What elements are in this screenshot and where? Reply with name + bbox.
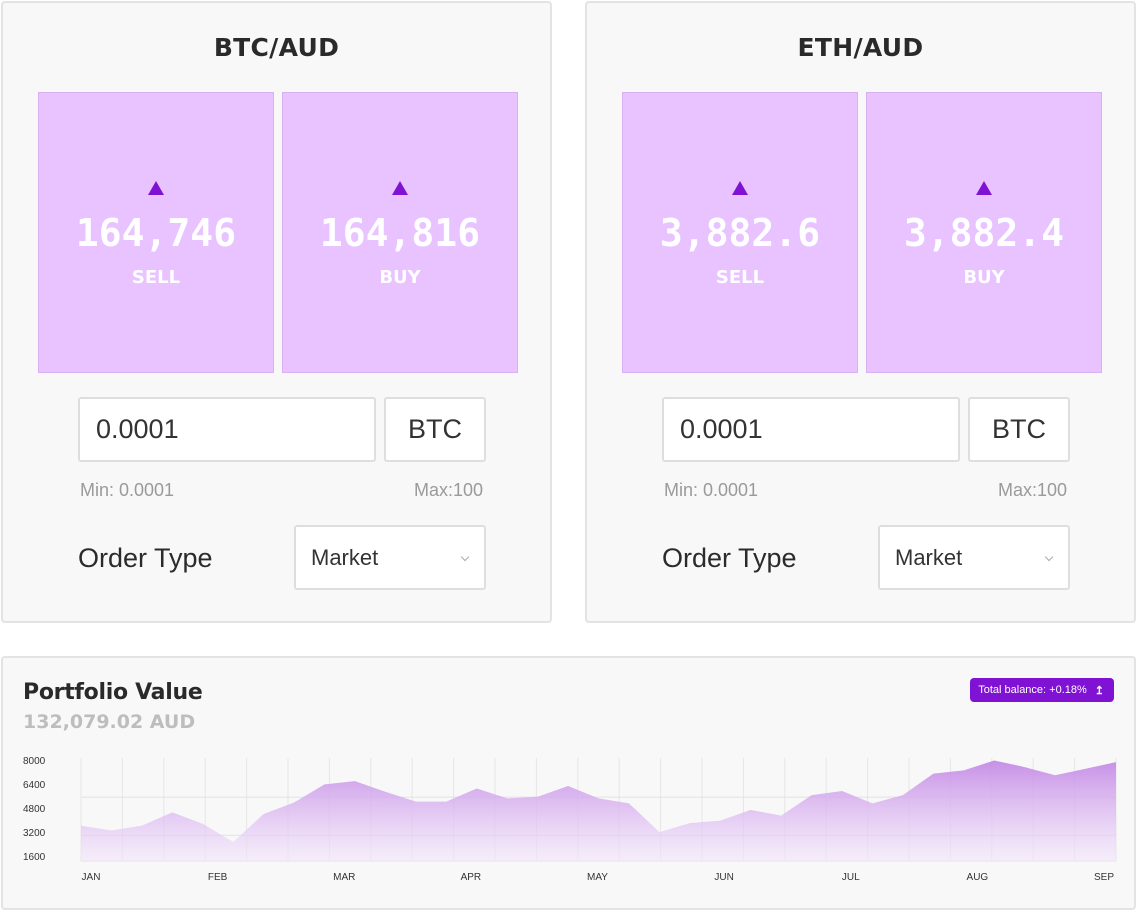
order-type-select[interactable]: Market xyxy=(294,525,486,590)
buy-price: 3,882.4 xyxy=(903,211,1065,255)
y-tick-label: 6400 xyxy=(23,780,46,791)
portfolio-value: 132,079.02 AUD xyxy=(23,711,196,733)
x-tick-label: MAR xyxy=(333,872,355,883)
order-type-value: Market xyxy=(895,545,963,570)
pair-card-btc: BTC/AUD 164,746 SELL 164,816 BUY BTC Min… xyxy=(1,1,552,623)
sell-price: 3,882.6 xyxy=(659,211,821,255)
min-amount: Min: 0.0001 xyxy=(80,480,175,500)
portfolio-area-series xyxy=(81,760,1116,861)
total-balance-badge[interactable]: Total balance: +0.18% ↥ xyxy=(970,678,1114,702)
up-arrow-icon xyxy=(976,181,992,195)
x-tick-label: JAN xyxy=(82,872,101,883)
chevron-down-icon xyxy=(460,552,470,562)
amount-input[interactable] xyxy=(662,397,960,462)
x-tick-label: JUL xyxy=(842,872,860,883)
min-amount: Min: 0.0001 xyxy=(664,480,759,500)
pair-card-eth: ETH/AUD 3,882.6 SELL 3,882.4 BUY BTC Min… xyxy=(585,1,1136,623)
pair-title: BTC/AUD xyxy=(213,33,340,62)
pair-title: ETH/AUD xyxy=(797,33,924,62)
order-type-value: Market xyxy=(311,545,379,570)
y-axis-ticks: 8000 6400 4800 3200 1600 xyxy=(23,756,46,863)
chart-area-layer xyxy=(81,760,1116,861)
portfolio-title: Portfolio Value xyxy=(23,680,203,705)
y-tick-label: 8000 xyxy=(23,756,46,767)
y-tick-label: 4800 xyxy=(23,804,46,815)
up-arrow-icon xyxy=(732,181,748,195)
sell-label: SELL xyxy=(715,267,765,288)
order-type-select[interactable]: Market xyxy=(878,525,1070,590)
unit-selector[interactable]: BTC xyxy=(968,397,1070,462)
buy-price: 164,816 xyxy=(319,211,481,255)
sell-tile[interactable]: 3,882.6 SELL xyxy=(622,92,858,373)
x-tick-label: MAY xyxy=(587,872,608,883)
x-tick-label: JUN xyxy=(714,872,733,883)
unit-selector[interactable]: BTC xyxy=(384,397,486,462)
buy-tile[interactable]: 164,816 BUY xyxy=(282,92,518,373)
buy-label: BUY xyxy=(963,267,1005,288)
buy-label: BUY xyxy=(379,267,421,288)
max-amount: Max:100 xyxy=(997,480,1067,500)
sell-tile[interactable]: 164,746 SELL xyxy=(38,92,274,373)
order-type-label: Order Type xyxy=(78,543,213,573)
order-type-label: Order Type xyxy=(662,543,797,573)
total-balance-text: Total balance: +0.18% xyxy=(978,684,1087,696)
amount-input[interactable] xyxy=(78,397,376,462)
x-tick-label: SEP xyxy=(1094,872,1114,883)
up-arrow-icon xyxy=(148,181,164,195)
y-tick-label: 3200 xyxy=(23,828,46,839)
y-tick-label: 1600 xyxy=(23,852,46,863)
arrow-up-icon: ↥ xyxy=(1094,684,1104,697)
x-tick-label: APR xyxy=(461,872,482,883)
x-tick-label: AUG xyxy=(967,872,989,883)
sell-price: 164,746 xyxy=(75,211,237,255)
up-arrow-icon xyxy=(392,181,408,195)
max-amount: Max:100 xyxy=(413,480,483,500)
x-tick-label: FEB xyxy=(208,872,228,883)
portfolio-card: Portfolio Value 132,079.02 AUD Total bal… xyxy=(1,656,1136,910)
buy-tile[interactable]: 3,882.4 BUY xyxy=(866,92,1102,373)
chevron-down-icon xyxy=(1044,552,1054,562)
sell-label: SELL xyxy=(131,267,181,288)
x-axis-ticks: JAN FEB MAR APR MAY JUN JUL AUG SEP xyxy=(82,872,1115,883)
